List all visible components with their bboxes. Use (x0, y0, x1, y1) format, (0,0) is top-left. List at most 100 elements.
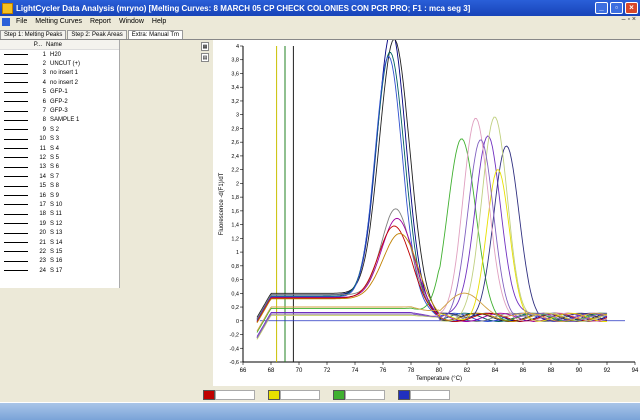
sample-row[interactable]: 8 SAMPLE 1 (0, 116, 119, 125)
scale-icon[interactable]: ▤ (201, 53, 209, 62)
sample-row[interactable]: 16 S 9 (0, 191, 119, 200)
sample-row[interactable]: 4 no insert 2 (0, 78, 119, 87)
melting-curve-line (256, 38, 608, 322)
document-icon (2, 17, 10, 26)
melting-curve-line (256, 138, 608, 333)
name-column-header[interactable]: Name (46, 41, 63, 48)
menu-window[interactable]: Window (118, 18, 144, 25)
sample-color-swatch (4, 204, 28, 206)
sample-row[interactable]: 12 S 5 (0, 153, 119, 162)
color-field-blue[interactable] (410, 389, 450, 400)
sample-name: S 3 (50, 136, 60, 143)
sample-row[interactable]: 11 S 4 (0, 144, 119, 153)
sample-color-swatch (4, 185, 28, 187)
color-field-red[interactable] (215, 389, 255, 400)
color-field-green[interactable] (345, 389, 385, 400)
sample-position: 21 (39, 239, 46, 246)
close-button[interactable]: × (625, 2, 638, 14)
sample-row[interactable]: 23 S 16 (0, 257, 119, 266)
sample-row[interactable]: 5 GFP-1 (0, 88, 119, 97)
sample-name: S 12 (50, 220, 63, 227)
menu-help[interactable]: Help (151, 18, 167, 25)
sample-row[interactable]: 19 S 12 (0, 219, 119, 228)
x-tick-label: 70 (296, 368, 303, 374)
sample-color-swatch (4, 223, 28, 225)
sample-row[interactable]: 2 UNCUT (+) (0, 59, 119, 68)
sample-color-swatch (4, 176, 28, 178)
sample-row[interactable]: 6 GFP-2 (0, 97, 119, 106)
sample-row[interactable]: 15 S 8 (0, 181, 119, 190)
sample-color-swatch (4, 110, 28, 112)
y-tick-label: 4 (236, 44, 239, 50)
sample-row[interactable]: 9 S 2 (0, 125, 119, 134)
color-legend (203, 387, 640, 402)
melting-peaks-chart[interactable]: -0,6 -0,4 -0,2 0 0,2 0,4 0,6 0,8 1 1,2 1,4 1,6 1,8 2 2… (213, 30, 640, 386)
sample-position: 23 (39, 258, 46, 265)
sample-row[interactable]: 21 S 14 (0, 238, 119, 247)
tab-melting-peaks[interactable]: Step 1: Melting Peaks (0, 30, 67, 39)
sample-list: P... Name 1 H20 2 UNCUT (+) 3 no insert 1 4 no … (0, 40, 120, 288)
tab-peak-areas[interactable]: Step 2: Peak Areas (67, 30, 127, 39)
window-controls: _ ▫ × (595, 2, 638, 14)
x-tick-label: 90 (576, 368, 583, 374)
color-swatch-green[interactable] (333, 389, 345, 400)
sample-name: S 15 (50, 248, 63, 255)
sample-row[interactable]: 1 H20 (0, 50, 119, 59)
sample-color-swatch (4, 91, 28, 93)
x-tick-label: 66 (240, 368, 247, 374)
y-tick-label: 1,8 (231, 195, 239, 201)
sample-row[interactable]: 13 S 6 (0, 163, 119, 172)
minimize-button[interactable]: _ (595, 2, 608, 14)
x-tick-label: 86 (520, 368, 527, 374)
sample-name: H20 (50, 51, 62, 58)
maximize-button[interactable]: ▫ (610, 2, 623, 14)
sample-name: S 10 (50, 201, 63, 208)
sample-row[interactable]: 17 S 10 (0, 200, 119, 209)
y-tick-label: 0,6 (231, 278, 239, 284)
sample-row[interactable]: 24 S 17 (0, 266, 119, 275)
melting-curve-line (256, 217, 608, 322)
x-tick-label: 78 (408, 368, 415, 374)
menu-file[interactable]: File (16, 18, 28, 25)
status-bar (0, 402, 640, 420)
sample-color-swatch (4, 63, 28, 65)
y-tick-label: 3,2 (231, 99, 239, 105)
color-swatch-blue[interactable] (398, 389, 410, 400)
sample-row[interactable]: 10 S 3 (0, 135, 119, 144)
position-column-header[interactable]: P... (33, 41, 42, 48)
sample-position: 14 (39, 173, 46, 180)
sample-name: S 5 (50, 154, 60, 161)
sample-name: S 2 (50, 126, 60, 133)
y-tick-label: 0,8 (231, 264, 239, 270)
sample-color-swatch (4, 213, 28, 215)
app-icon (2, 2, 13, 14)
title-bar: LightCycler Data Analysis (mryno) [Melti… (0, 0, 640, 16)
sample-name: S 17 (50, 267, 63, 274)
x-tick-label: 76 (380, 368, 387, 374)
sample-position: 15 (39, 183, 46, 190)
sample-row[interactable]: 22 S 15 (0, 247, 119, 256)
sample-row[interactable]: 14 S 7 (0, 172, 119, 181)
color-swatch-red[interactable] (203, 389, 215, 400)
menu-melting-curves[interactable]: Melting Curves (35, 18, 82, 25)
menu-report[interactable]: Report (89, 18, 111, 25)
sample-position: 5 (42, 89, 46, 96)
sample-row[interactable]: 7 GFP-3 (0, 106, 119, 115)
mdi-controls[interactable]: – ▫ × (621, 16, 636, 23)
sample-row[interactable]: 18 S 11 (0, 210, 119, 219)
zoom-icon[interactable]: ▦ (201, 42, 209, 51)
sample-row[interactable]: 3 no insert 1 (0, 69, 119, 78)
sample-row[interactable]: 20 S 13 (0, 228, 119, 237)
y-tick-label: -0,6 (230, 360, 239, 366)
sample-position: 16 (39, 192, 46, 199)
color-swatch-yellow[interactable] (268, 389, 280, 400)
sample-position: 7 (42, 108, 46, 115)
x-tick-label: 84 (492, 368, 499, 374)
color-field-yellow[interactable] (280, 389, 320, 400)
plot-toolbar: ▦ ▤ (201, 42, 211, 66)
sample-position: 13 (39, 164, 46, 171)
x-tick-label: 92 (604, 368, 611, 374)
tab-manual-tm[interactable]: Extra: Manual Tm (127, 30, 183, 39)
sample-color-swatch (4, 166, 28, 168)
